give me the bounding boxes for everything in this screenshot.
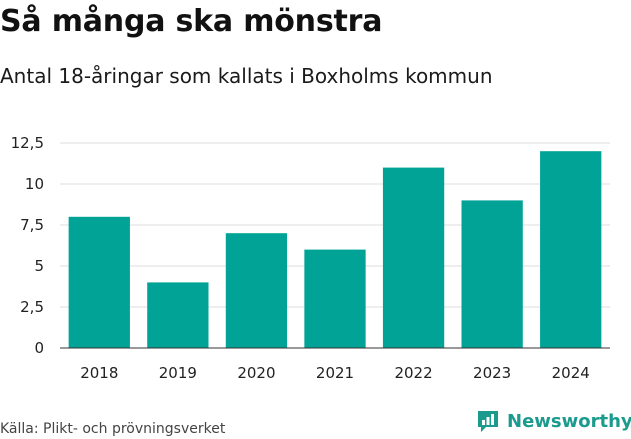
bar-2019	[147, 282, 209, 348]
newsworthy-logo: Newsworthy	[475, 408, 631, 434]
bar-2022	[382, 167, 445, 348]
bar-2024	[540, 151, 602, 348]
x-tick-label: 2018	[80, 364, 118, 382]
x-tick-label: 2022	[394, 364, 432, 382]
y-tick-label: 0	[34, 339, 44, 357]
x-tick-label: 2021	[316, 364, 354, 382]
y-axis-tick-labels: 0 2,5 5 7,5 10 12,5	[11, 134, 44, 357]
bar-2023	[461, 200, 523, 348]
y-tick-label: 2,5	[20, 298, 44, 316]
chart-title: Så många ska mönstra	[0, 4, 383, 39]
y-tick-label: 5	[34, 257, 44, 275]
source-note: Källa: Plikt- och prövningsverket	[0, 421, 226, 437]
y-tick-label: 7,5	[20, 216, 44, 234]
x-tick-label: 2019	[159, 364, 197, 382]
x-tick-label: 2023	[473, 364, 511, 382]
y-tick-label: 12,5	[11, 134, 44, 152]
bars	[68, 151, 602, 348]
bar-2021	[304, 249, 366, 348]
newsworthy-logo-icon	[478, 411, 498, 432]
x-axis-tick-labels: 2018 2019 2020 2021 2022 2023 2024	[80, 364, 590, 382]
x-tick-label: 2020	[237, 364, 275, 382]
logo-text: Newsworthy	[507, 410, 631, 432]
bar-2020	[225, 233, 288, 348]
bar-2018	[68, 216, 130, 348]
y-tick-label: 10	[25, 175, 44, 193]
x-tick-label: 2024	[552, 364, 590, 382]
chart-subtitle: Antal 18-åringar som kallats i Boxholms …	[0, 64, 493, 88]
